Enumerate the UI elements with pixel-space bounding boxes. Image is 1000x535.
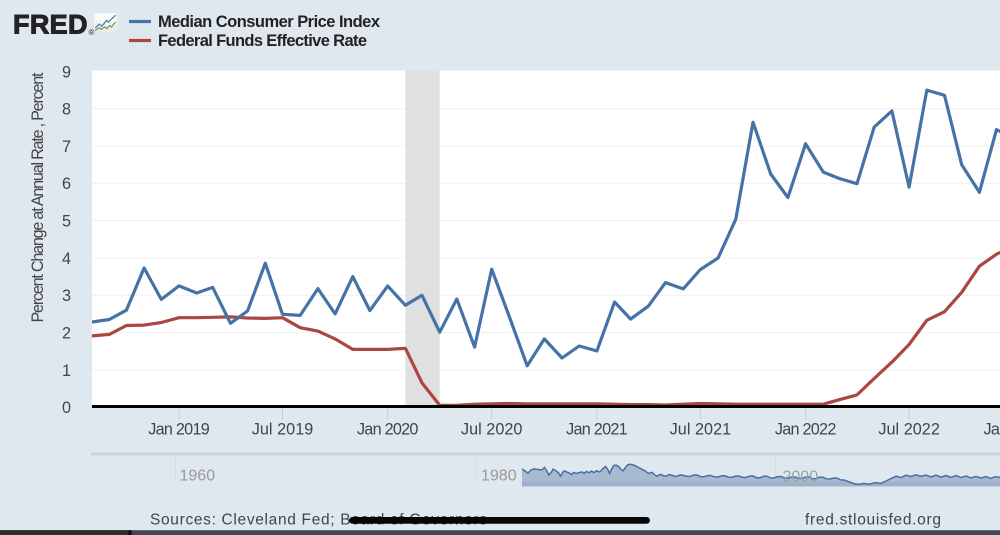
svg-text:Jul 2021: Jul 2021 xyxy=(670,421,732,439)
svg-text:Jul 2019: Jul 2019 xyxy=(252,421,314,439)
svg-text:1: 1 xyxy=(62,362,71,380)
svg-text:Federal Funds Effective Rate: Federal Funds Effective Rate xyxy=(158,32,367,50)
svg-text:Median Consumer Price Index: Median Consumer Price Index xyxy=(158,13,381,31)
svg-text:Jul 2022: Jul 2022 xyxy=(878,421,940,439)
svg-text:2000: 2000 xyxy=(783,468,819,485)
svg-text:4: 4 xyxy=(62,250,71,268)
svg-text:3: 3 xyxy=(62,287,71,305)
svg-text:fred.stlouisfed.org: fred.stlouisfed.org xyxy=(805,511,941,528)
svg-text:Jan 2019: Jan 2019 xyxy=(148,421,210,439)
svg-text:Jan 2023: Jan 2023 xyxy=(984,421,1000,439)
svg-text:FRED: FRED xyxy=(13,10,88,40)
svg-text:Jan 2021: Jan 2021 xyxy=(566,421,628,439)
svg-text:Percent Change at Annual Rate: Percent Change at Annual Rate , Percent xyxy=(29,72,47,322)
svg-text:Jul 2020: Jul 2020 xyxy=(461,421,523,439)
svg-text:6: 6 xyxy=(62,175,71,193)
svg-text:2: 2 xyxy=(62,325,71,343)
svg-text:5: 5 xyxy=(62,213,71,231)
svg-text:Jan 2022: Jan 2022 xyxy=(775,421,837,439)
svg-text:7: 7 xyxy=(62,138,71,156)
svg-text:9: 9 xyxy=(62,63,71,81)
svg-text:®: ® xyxy=(89,28,95,37)
svg-text:0: 0 xyxy=(62,399,71,417)
svg-text:8: 8 xyxy=(62,101,71,119)
svg-text:Jan 2020: Jan 2020 xyxy=(357,421,419,439)
svg-text:Sources: Cleveland Fed; Board: Sources: Cleveland Fed; Board of Governo… xyxy=(150,511,487,528)
svg-text:1980: 1980 xyxy=(481,468,517,485)
svg-text:1960: 1960 xyxy=(180,468,216,485)
